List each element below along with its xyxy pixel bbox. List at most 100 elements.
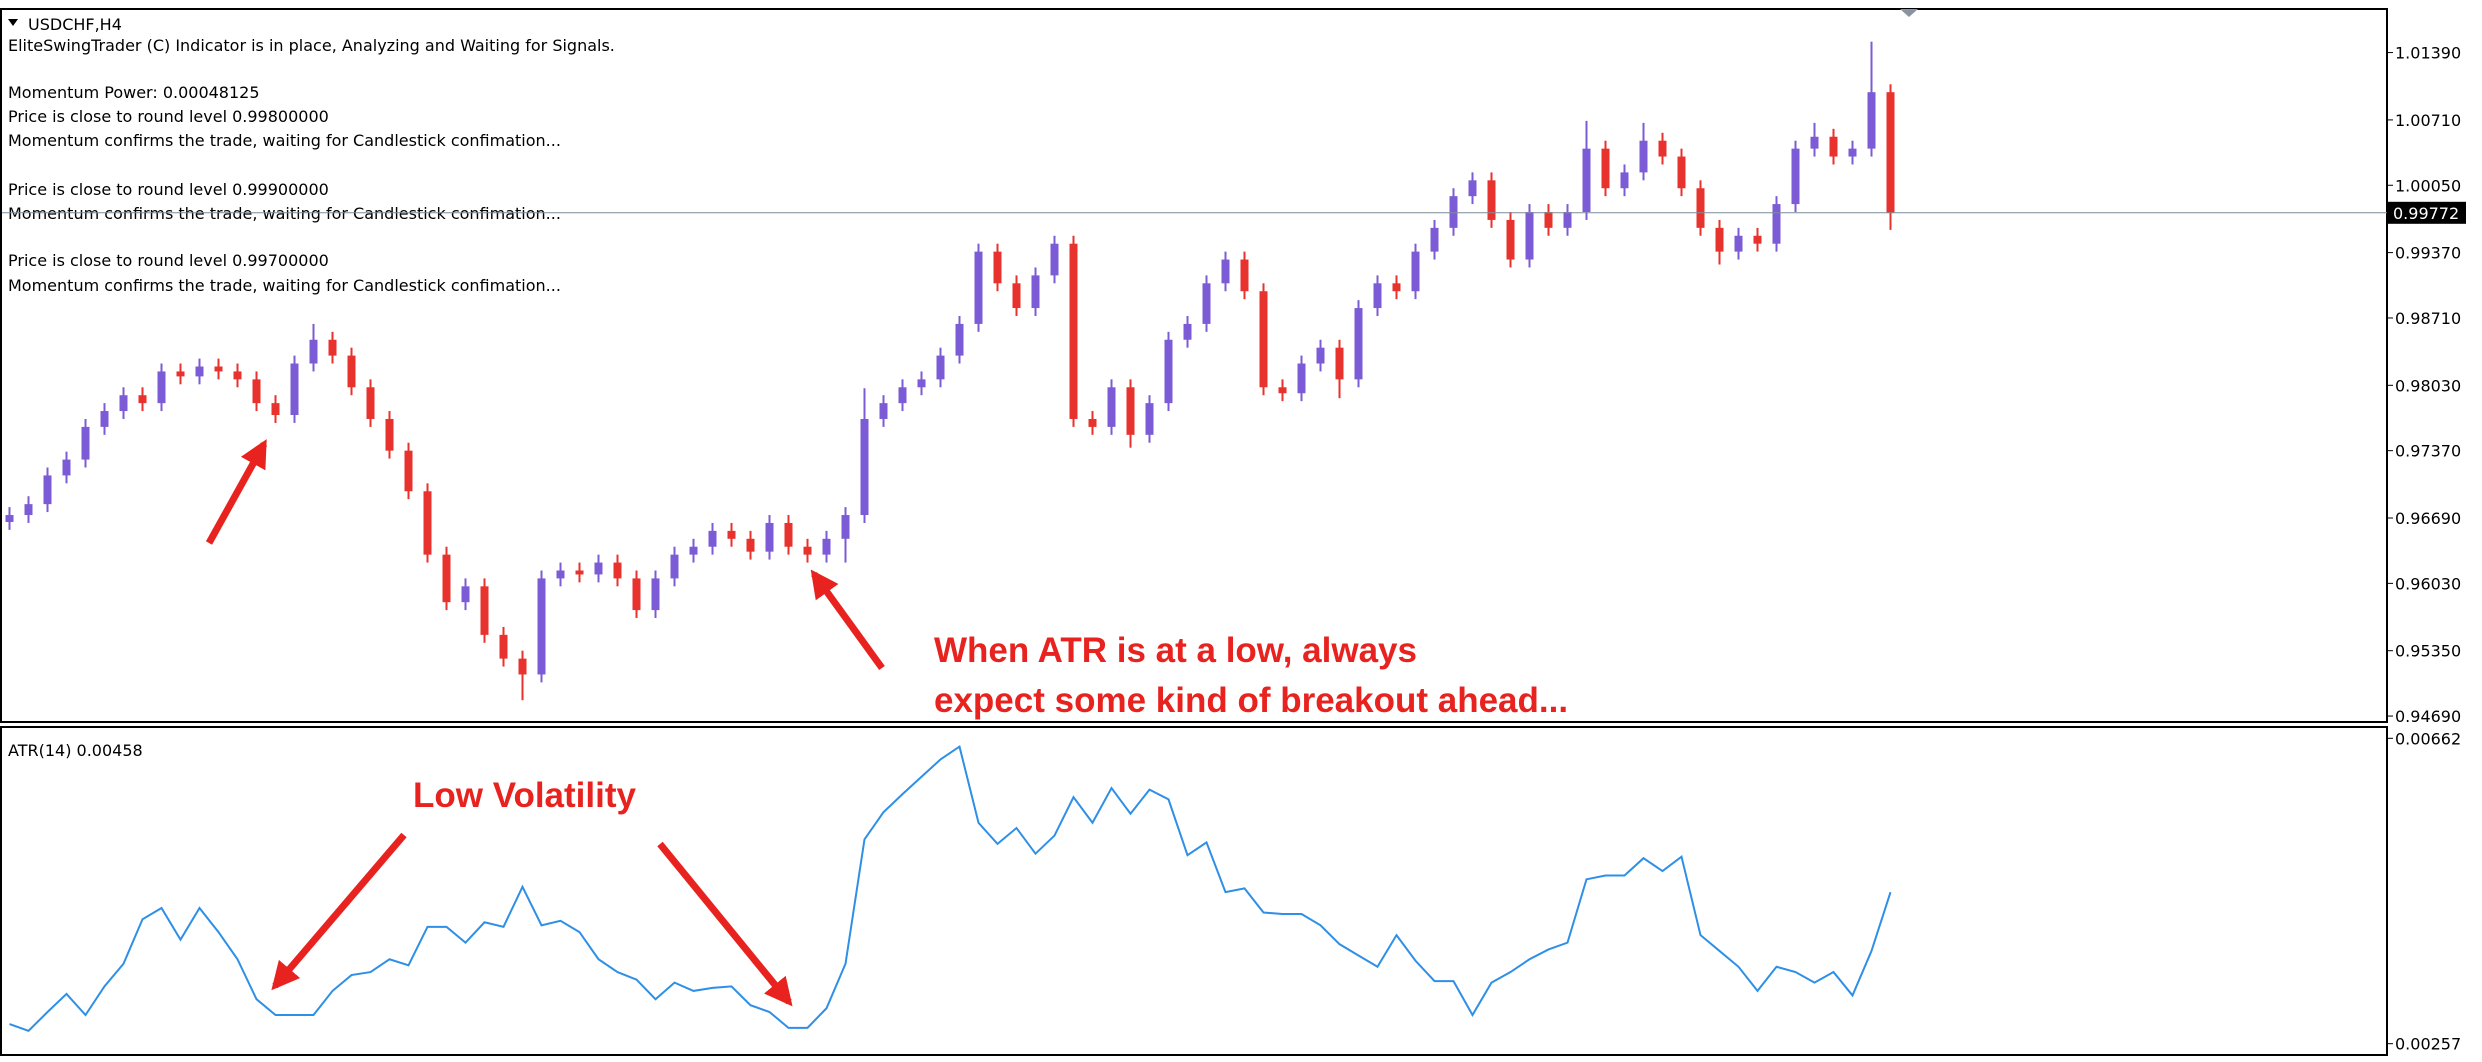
plot-layer: 1.01390 1.00710 1.00050 0.99370 0.98710 0.980… [2,36,2466,1054]
candle-body [1753,235,1762,244]
candle-body [518,658,527,675]
candle-body [1373,283,1382,309]
y-tick-label: 0.00257 [2395,1035,2461,1054]
candle-body [1164,339,1173,404]
candle-body [62,459,71,476]
candle-body [1715,227,1724,252]
candle-body [1487,180,1496,220]
candle-body [860,418,869,516]
candle-body [1886,92,1895,213]
candle-body [195,366,204,377]
candle-body [1202,283,1211,324]
symbol-menu-icon[interactable] [8,19,18,26]
candle-body [1772,204,1781,244]
candle-body [328,339,337,356]
candle-body [898,387,907,404]
shift-marker [1900,9,1918,17]
candle-body [423,491,432,555]
y-tick-label: 0.97370 [2395,442,2461,461]
candle-body [670,554,679,579]
candle-body [651,578,660,611]
info-line: Momentum Power: 0.00048125 [8,83,260,102]
candle-body [1658,140,1667,157]
info-line: Price is close to round level 0.99900000 [8,180,329,199]
candle-body [632,578,641,611]
candle-body [1582,148,1591,213]
candle-body [1791,148,1800,205]
candle-body [1335,347,1344,380]
annotation: expect some kind of breakout ahead... [934,681,1568,720]
candle-body [1069,243,1078,419]
candle-body [1411,251,1420,292]
arrow [271,832,407,991]
atr-line [9,744,1892,1033]
candle-body [1145,403,1154,435]
atr-panel [0,726,2388,1056]
candle-body [1468,180,1477,197]
candle-body [499,634,508,659]
candle-body [309,339,318,364]
candle-body [461,586,470,603]
candle-body [917,379,926,388]
candle-body [366,387,375,419]
candle-body [24,504,33,516]
candle-body [385,418,394,451]
arrows [205,439,885,1007]
candle-body [1050,243,1059,276]
chart-title: USDCHF,H4 [28,15,122,34]
candle-body [404,450,413,492]
info-line: Price is close to round level 0.99800000 [8,107,329,126]
arrow [205,439,268,545]
candle-body [81,426,90,460]
candle-body [1563,212,1572,228]
candle-body [1088,418,1097,427]
candle-body [1848,148,1857,157]
candle-body [43,475,52,505]
annotation: When ATR is at a low, always [934,631,1417,670]
candle-body [727,530,736,539]
candle-body [765,522,774,552]
candle-body [936,355,945,380]
candle-body [1278,387,1287,394]
y-tick-label: 0.99370 [2395,244,2461,263]
candle-body [879,403,888,419]
candle-body [1449,196,1458,228]
candle-body [1354,308,1363,380]
y-tick-label: 1.01390 [2395,44,2461,63]
info-line: Momentum confirms the trade, waiting for… [8,204,561,223]
candle-body [1639,140,1648,173]
candle-body [1012,283,1021,309]
y-tick-label: 0.98710 [2395,309,2461,328]
candle-body [955,323,964,356]
last-price-label: 0.99772 [2393,204,2459,223]
y-tick-label: 0.94690 [2395,707,2461,726]
candle-body [5,515,14,522]
y-tick-label: 1.00050 [2395,176,2461,195]
y-tick-label: 0.96690 [2395,509,2461,528]
candle-body [1316,347,1325,364]
candle-body [176,371,185,377]
candle-body [1392,283,1401,292]
y-tick-label: 0.96030 [2395,574,2461,593]
candle-body [1240,259,1249,292]
candle-body [1677,156,1686,189]
candle-body [1544,212,1553,228]
candle-body [556,570,565,579]
candle-body [1734,235,1743,252]
candle-body [1259,291,1268,388]
candle-body [347,355,356,388]
candle-body [613,562,622,579]
candle-body [841,515,850,539]
candle-body [746,538,755,552]
candle-body [1525,212,1534,260]
candle-body [708,530,717,547]
arrow [657,841,793,1007]
y-tick-label: 1.00710 [2395,111,2461,130]
candle-body [1107,387,1116,427]
candle-body [138,395,147,404]
candle-body [1810,136,1819,149]
candle-body [993,251,1002,284]
candle-body [214,366,223,372]
